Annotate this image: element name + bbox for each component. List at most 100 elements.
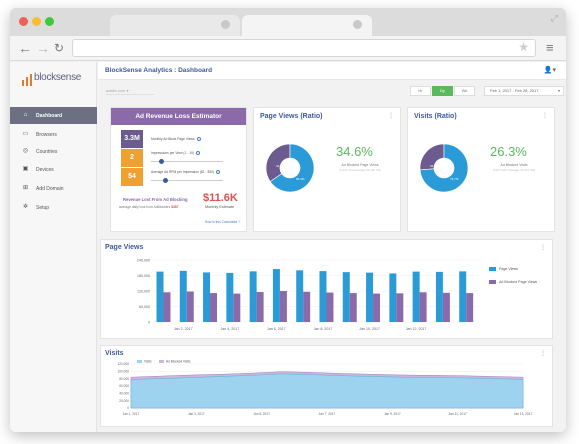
- sidebar-item-label: Setup: [36, 204, 50, 211]
- x-tick-label: Jan 2, 2017: [174, 327, 193, 331]
- date-range-value: Feb 1, 2017 - Feb 28, 2017: [490, 88, 539, 93]
- kebab-menu-icon[interactable]: ⋮: [388, 113, 394, 119]
- sidebar-item-devices[interactable]: ▣ Devices: [10, 161, 97, 178]
- forward-icon[interactable]: →: [36, 40, 50, 56]
- x-tick-label: Jan 9, 2017: [384, 412, 401, 416]
- reload-icon[interactable]: ↻: [54, 41, 65, 55]
- device-icon: ▣: [22, 166, 29, 172]
- page-views-bar-chart: 240,000 180,000 120,000 60,000 0 Jan 2, 2017 J…: [137, 259, 537, 332]
- y-tick-label: 120,000: [117, 362, 129, 366]
- visits-chart-title: Visits: [105, 350, 124, 357]
- page-views-bar: [179, 270, 187, 322]
- maximize-window-icon[interactable]: [45, 17, 54, 26]
- top-header: BlockSense Analytics : Dashboard 👤▾: [98, 62, 566, 80]
- address-bar[interactable]: ★: [72, 39, 536, 57]
- sidebar-item-label: Devices: [36, 166, 54, 173]
- filter-row: adsite.com ▾ Hr Dy Wk Feb 1, 2017 - Feb …: [98, 81, 566, 101]
- y-tick-label: 0: [148, 321, 150, 325]
- monthly-estimate-label: Monthly Estimate: [205, 205, 235, 209]
- info-icon[interactable]: [196, 137, 201, 142]
- page-views-bar: [319, 271, 327, 322]
- non-adblocked-slice: [419, 143, 469, 193]
- back-icon[interactable]: ←: [18, 40, 32, 56]
- y-tick-label: 100,000: [117, 370, 129, 374]
- slider-knob[interactable]: [163, 178, 168, 183]
- page-views-bar: [249, 271, 257, 322]
- page-views-bar: [435, 271, 443, 322]
- sidebar-item-browsers[interactable]: ▭ Browsers: [10, 126, 97, 143]
- adblocked-bar: [349, 293, 357, 322]
- legend-swatch: [489, 280, 496, 284]
- close-tab-icon[interactable]: [221, 20, 230, 29]
- adblocked-bar: [419, 292, 427, 322]
- minimize-window-icon[interactable]: [32, 17, 41, 26]
- sidebar-item-label: Dashboard: [36, 112, 63, 119]
- adblocked-bar: [303, 291, 311, 322]
- daily-loss-value: $387: [171, 205, 179, 209]
- page-views-bar: [156, 271, 164, 322]
- x-tick-label: Jan 12, 2017: [406, 327, 427, 331]
- user-menu-icon[interactable]: 👤▾: [543, 67, 556, 74]
- y-tick-label: 80,000: [119, 377, 129, 381]
- x-tick-label: Jan 5, 2017: [253, 412, 270, 416]
- impressions-label: Impressions per View (1 - 10): [151, 151, 200, 156]
- visits-donut: 26.3% 73.7%: [419, 143, 469, 193]
- sidebar-item-setup[interactable]: ✲ Setup: [10, 199, 97, 216]
- how-calculated-link[interactable]: How is this Calculated ?: [204, 220, 240, 224]
- visits-ratio-card: Visits (Ratio) ⋮ 26.3% 73.7% 26.3% Ad Blo…: [407, 107, 555, 232]
- rpm-value: $4: [121, 168, 143, 186]
- slider-knob[interactable]: [159, 159, 164, 164]
- legend-swatch: [137, 360, 142, 363]
- logo-bars-icon: [22, 72, 32, 86]
- monthly-loss-value: $11.6K: [203, 192, 238, 204]
- browser-toolbar: ← → ↻ ★ ≡: [10, 36, 566, 61]
- visits-percent: 26.3%: [490, 144, 527, 159]
- segment-week-button[interactable]: Wk: [454, 86, 475, 96]
- page-views-bar: [459, 271, 467, 322]
- x-tick-label: Jan 4, 2017: [220, 327, 239, 331]
- segment-hour-button[interactable]: Hr: [410, 86, 431, 96]
- date-range-picker[interactable]: Feb 1, 2017 - Feb 28, 2017 ▾: [484, 86, 564, 96]
- adblocked-bar: [442, 292, 450, 322]
- y-tick-label: 60,000: [119, 384, 129, 388]
- close-window-icon[interactable]: [19, 17, 28, 26]
- sidebar-item-add-domain[interactable]: ⊞ Add Domain: [10, 180, 97, 197]
- legend-swatch: [159, 360, 164, 363]
- legend-label: Ad Blocked Page Views: [499, 280, 537, 284]
- adblocked-bar: [210, 293, 218, 322]
- page-views-bar: [203, 272, 211, 322]
- x-tick-label: Jan 10, 2017: [359, 327, 380, 331]
- site-select[interactable]: adsite.com ▾: [106, 88, 154, 95]
- page-title: BlockSense Analytics : Dashboard: [105, 67, 213, 74]
- page-views-bar: [412, 271, 420, 322]
- kebab-menu-icon[interactable]: ⋮: [542, 113, 548, 119]
- slice-label: 73.7%: [450, 177, 459, 181]
- sidebar-item-dashboard[interactable]: ⌂ Dashboard: [10, 107, 97, 124]
- y-tick-label: 60,000: [139, 305, 150, 309]
- segment-day-button[interactable]: Dy: [432, 86, 453, 96]
- impressions-slider[interactable]: [151, 159, 223, 164]
- logo-text: blocksense: [34, 72, 82, 83]
- x-tick-label: Jan 3, 2017: [188, 412, 205, 416]
- info-icon[interactable]: [216, 170, 221, 175]
- bookmark-star-icon[interactable]: ★: [518, 40, 529, 54]
- adblocked-bar: [163, 292, 171, 322]
- browser-menu-icon[interactable]: ≡: [546, 40, 554, 55]
- page-views-percent: 34.6%: [336, 144, 373, 159]
- kebab-menu-icon[interactable]: ⋮: [540, 245, 546, 251]
- info-icon[interactable]: [196, 151, 200, 156]
- x-tick-label: Jan 8, 2017: [314, 327, 333, 331]
- sidebar-item-countries[interactable]: ◎ Countries: [10, 143, 97, 160]
- revenue-estimator-card: Ad Revenue Loss Estimator 3.3M Monthly A…: [110, 107, 247, 232]
- close-tab-icon[interactable]: [353, 20, 362, 29]
- globe-icon: ◎: [22, 148, 29, 154]
- rpm-slider[interactable]: [151, 178, 223, 183]
- non-adblocked-slice: [269, 143, 315, 193]
- home-icon: ⌂: [23, 112, 28, 118]
- kebab-menu-icon[interactable]: ⋮: [540, 351, 546, 357]
- fullscreen-icon[interactable]: ⤢: [550, 13, 558, 23]
- page-views-chart-card: Page Views ⋮ 240,000 180,000 120,000 60,000…: [100, 239, 553, 339]
- gear-icon: ✲: [22, 204, 29, 210]
- browser-tab-2[interactable]: [242, 15, 372, 36]
- browser-tab-1[interactable]: [110, 15, 240, 36]
